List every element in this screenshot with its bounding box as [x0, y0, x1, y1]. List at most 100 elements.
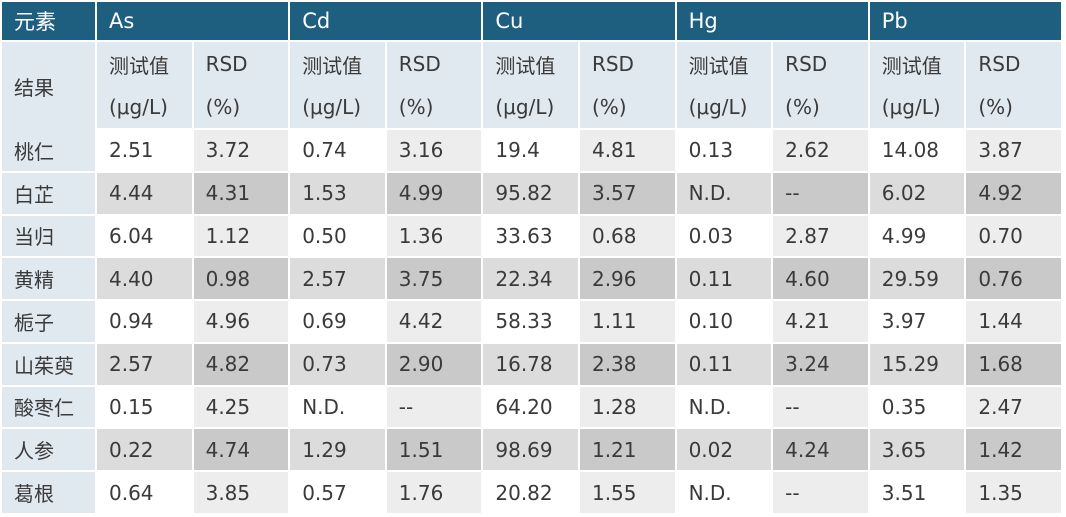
rsd-unit: (%): [193, 86, 291, 130]
rsd-cell: 3.57: [579, 172, 677, 216]
rsd-cell: 2.62: [773, 130, 870, 173]
value-unit: (μg/L): [676, 86, 774, 130]
value-cell: 6.04: [97, 215, 194, 259]
value-cell: 0.64: [97, 472, 194, 515]
value-unit: (μg/L): [97, 86, 194, 130]
rsd-cell: 4.21: [773, 301, 870, 344]
rsd-cell: 1.11: [579, 301, 677, 344]
value-label: 测试值: [676, 42, 774, 86]
rsd-cell: --: [773, 172, 870, 216]
rsd-unit: (%): [579, 86, 677, 130]
value-cell: 0.13: [676, 130, 774, 173]
value-cell: 0.11: [676, 258, 774, 302]
value-cell: 0.57: [290, 472, 387, 515]
rsd-cell: 1.35: [966, 472, 1063, 515]
rsd-cell: 4.74: [193, 429, 291, 473]
value-cell: 0.02: [676, 429, 774, 473]
value-cell: 1.29: [290, 429, 387, 473]
element-header-cu: Cu: [483, 2, 677, 42]
rsd-cell: 1.21: [579, 429, 677, 473]
value-cell: 20.82: [483, 472, 580, 515]
rsd-cell: 1.44: [966, 301, 1063, 344]
value-cell: 0.10: [676, 301, 774, 344]
element-header-pb: Pb: [869, 2, 1063, 42]
value-cell: 22.34: [483, 258, 580, 302]
rsd-label: RSD: [386, 42, 484, 86]
rsd-cell: 1.28: [579, 386, 677, 430]
sample-name: 桃仁: [2, 130, 97, 173]
table-body: 桃仁 2.51 3.72 0.74 3.16 19.4 4.81 0.13 2.62 14.08 3…: [2, 130, 1063, 515]
value-cell: N.D.: [290, 386, 387, 430]
table-row: 黄精 4.40 0.98 2.57 3.75 22.34 2.96 0.11 4.60 29.59…: [2, 258, 1063, 302]
rsd-cell: 4.81: [579, 130, 677, 173]
value-cell: 33.63: [483, 215, 580, 259]
element-label: 元素: [2, 2, 97, 42]
rsd-cell: 1.51: [386, 429, 484, 473]
table-row: 白芷 4.44 4.31 1.53 4.99 95.82 3.57 N.D. -- 6.02 4.9…: [2, 172, 1063, 216]
element-header-hg: Hg: [676, 2, 870, 42]
rsd-cell: 4.82: [193, 343, 291, 387]
value-cell: 3.65: [869, 429, 967, 473]
value-unit: (μg/L): [483, 86, 580, 130]
sample-name: 栀子: [2, 301, 97, 344]
rsd-label: RSD: [966, 42, 1063, 86]
value-label: 测试值: [869, 42, 967, 86]
rsd-cell: 3.85: [193, 472, 291, 515]
rsd-cell: 0.76: [966, 258, 1063, 302]
value-cell: 0.74: [290, 130, 387, 173]
element-header-row: 元素 As Cd Cu Hg Pb: [2, 2, 1063, 42]
value-cell: 4.40: [97, 258, 194, 302]
value-cell: 14.08: [869, 130, 967, 173]
value-label: 测试值: [290, 42, 387, 86]
sample-name: 当归: [2, 215, 97, 259]
value-cell: 0.11: [676, 343, 774, 387]
value-cell: 1.53: [290, 172, 387, 216]
sample-name: 白芷: [2, 172, 97, 216]
value-cell: 4.44: [97, 172, 194, 216]
rsd-cell: --: [386, 386, 484, 430]
result-label: 结果: [2, 42, 97, 130]
value-cell: 0.73: [290, 343, 387, 387]
rsd-cell: 1.76: [386, 472, 484, 515]
value-cell: 0.69: [290, 301, 387, 344]
value-cell: 16.78: [483, 343, 580, 387]
rsd-cell: 4.25: [193, 386, 291, 430]
rsd-unit: (%): [966, 86, 1063, 130]
rsd-label: RSD: [773, 42, 870, 86]
sample-name: 葛根: [2, 472, 97, 515]
value-cell: 0.94: [97, 301, 194, 344]
rsd-cell: 1.36: [386, 215, 484, 259]
table-row: 山茱萸 2.57 4.82 0.73 2.90 16.78 2.38 0.11 3.24 15.2…: [2, 343, 1063, 387]
value-cell: 15.29: [869, 343, 967, 387]
rsd-cell: 4.24: [773, 429, 870, 473]
value-cell: N.D.: [676, 472, 774, 515]
value-cell: 0.15: [97, 386, 194, 430]
rsd-label: RSD: [579, 42, 677, 86]
value-cell: 29.59: [869, 258, 967, 302]
rsd-cell: 0.98: [193, 258, 291, 302]
table-row: 酸枣仁 0.15 4.25 N.D. -- 64.20 1.28 N.D. -- 0.35 2.47: [2, 386, 1063, 430]
column-label-row: 结果 测试值 RSD 测试值 RSD 测试值 RSD 测试值 RSD 测试值 R…: [2, 42, 1063, 130]
value-cell: 6.02: [869, 172, 967, 216]
rsd-cell: 1.12: [193, 215, 291, 259]
rsd-cell: 2.38: [579, 343, 677, 387]
value-cell: 0.35: [869, 386, 967, 430]
value-cell: 2.57: [97, 343, 194, 387]
rsd-cell: 4.60: [773, 258, 870, 302]
value-unit: (μg/L): [290, 86, 387, 130]
value-cell: 0.03: [676, 215, 774, 259]
table-row: 桃仁 2.51 3.72 0.74 3.16 19.4 4.81 0.13 2.62 14.08 3…: [2, 130, 1063, 173]
value-cell: N.D.: [676, 386, 774, 430]
rsd-unit: (%): [386, 86, 484, 130]
value-label: 测试值: [97, 42, 194, 86]
rsd-cell: 4.96: [193, 301, 291, 344]
rsd-cell: 3.24: [773, 343, 870, 387]
value-cell: 2.51: [97, 130, 194, 173]
value-cell: 58.33: [483, 301, 580, 344]
rsd-cell: 3.75: [386, 258, 484, 302]
rsd-cell: 4.92: [966, 172, 1063, 216]
value-cell: N.D.: [676, 172, 774, 216]
rsd-cell: 2.96: [579, 258, 677, 302]
value-cell: 0.22: [97, 429, 194, 473]
